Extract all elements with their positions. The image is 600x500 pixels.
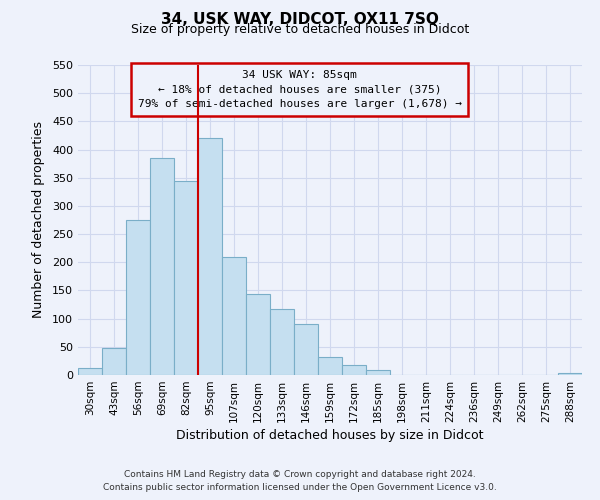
Bar xyxy=(126,220,150,375)
Bar xyxy=(558,374,582,375)
Bar xyxy=(318,357,342,375)
Bar xyxy=(366,370,390,375)
Text: 34, USK WAY, DIDCOT, OX11 7SQ: 34, USK WAY, DIDCOT, OX11 7SQ xyxy=(161,12,439,28)
Text: Size of property relative to detached houses in Didcot: Size of property relative to detached ho… xyxy=(131,22,469,36)
Bar xyxy=(294,324,318,375)
Text: 34 USK WAY: 85sqm
← 18% of detached houses are smaller (375)
79% of semi-detache: 34 USK WAY: 85sqm ← 18% of detached hous… xyxy=(138,70,462,110)
Bar xyxy=(222,256,246,375)
Bar xyxy=(246,294,270,375)
X-axis label: Distribution of detached houses by size in Didcot: Distribution of detached houses by size … xyxy=(176,429,484,442)
Bar xyxy=(150,158,174,375)
Text: Contains HM Land Registry data © Crown copyright and database right 2024.
Contai: Contains HM Land Registry data © Crown c… xyxy=(103,470,497,492)
Bar xyxy=(198,138,222,375)
Y-axis label: Number of detached properties: Number of detached properties xyxy=(32,122,45,318)
Bar xyxy=(270,309,294,375)
Bar xyxy=(174,180,198,375)
Bar xyxy=(342,365,366,375)
Bar xyxy=(78,368,102,375)
Bar xyxy=(102,348,126,375)
